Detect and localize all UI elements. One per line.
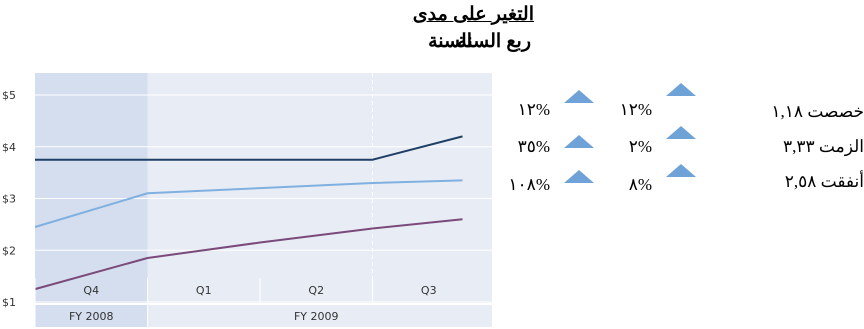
series-line [35,135,463,161]
arrow-up-icon [564,170,594,183]
quarter-label: Q1 [196,284,212,297]
x-axis: Q4 Q1 Q2 Q3 FY 2008 FY 2009 [34,278,492,327]
series-line [34,218,463,291]
year-change: ١٢% [517,100,550,119]
y-axis-ticks: $1 $2 $3 $4 $5 [2,89,16,309]
quarter-label: Q3 [421,284,437,297]
row-label: الزمت ٣,٣٣ [783,137,864,156]
gridlines [35,94,492,303]
quarter-change: ٨% [628,175,652,194]
y-tick-label: $1 [2,296,16,309]
arrow-up-icon [564,135,594,148]
quarter-change: ٢% [628,137,652,156]
y-tick-label: $2 [2,244,16,257]
quarter-change: ١٢% [619,100,652,119]
column-header-year: السنة [428,31,472,52]
change-header-title: التغير على مدى [412,4,534,25]
y-tick-label: $3 [2,193,16,206]
series-lines [34,135,463,291]
arrow-up-icon [564,90,594,103]
row-label: أنفقت ٢,٥٨ [784,172,864,191]
fiscal-year-label: FY 2008 [69,310,114,323]
line-chart: $1 $2 $3 $4 $5 Q4 Q1 Q2 Q3 FY 2008 FY 2009 [2,73,492,327]
plot-area [34,73,492,327]
y-tick-label: $5 [2,89,16,102]
arrow-up-icon [666,164,696,177]
quarter-label: Q2 [308,284,324,297]
row-label: خصصت ١,١٨ [771,102,864,121]
arrow-up-icon [666,83,696,96]
year-change: ٣٥% [517,137,550,156]
y-tick-label: $4 [2,141,16,154]
quarter-label: Q4 [83,284,99,297]
arrow-up-icon [666,126,696,139]
fiscal-year-label: FY 2009 [294,310,339,323]
column-header-quarter: ربع السنة [457,31,531,52]
series-line [34,179,463,228]
year-change: ١٠٨% [508,175,550,194]
